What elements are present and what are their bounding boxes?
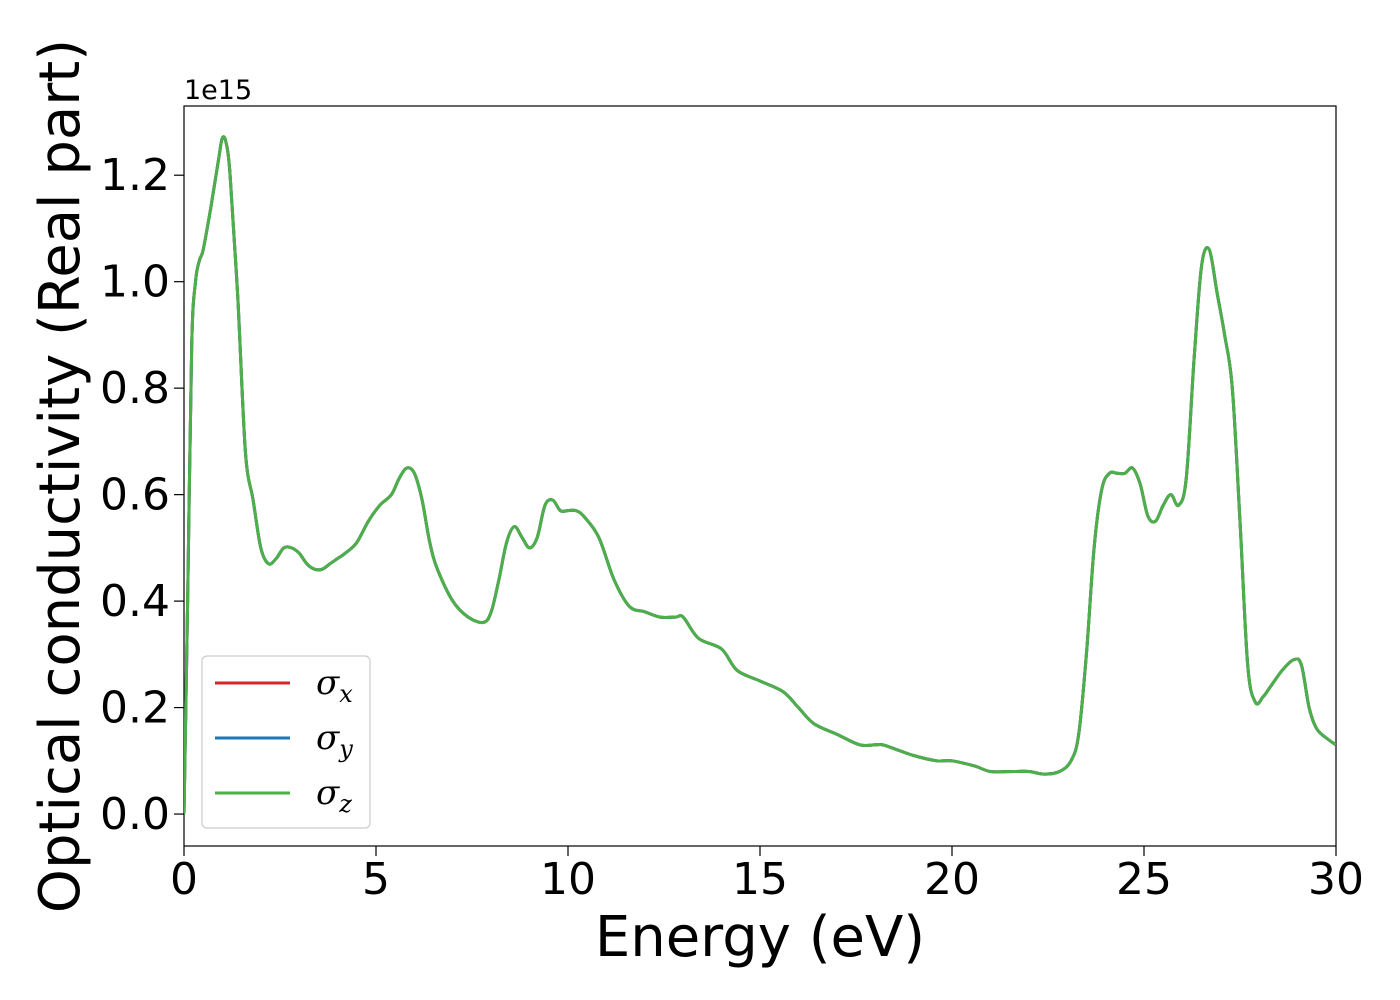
legend-symbol: σ xyxy=(316,718,340,758)
y-tick-label: 0.6 xyxy=(100,470,170,521)
y-tick-label: 0.8 xyxy=(100,363,170,414)
x-tick-label: 10 xyxy=(540,854,596,905)
x-tick-label: 25 xyxy=(1116,854,1172,905)
legend-symbol: σ xyxy=(316,663,340,703)
y-tick-label: 0.0 xyxy=(100,789,170,840)
legend-subscript: y xyxy=(338,735,353,763)
series-line-z xyxy=(184,135,1336,815)
y-tick-label: 0.2 xyxy=(100,683,170,734)
x-axis-title: Energy (eV) xyxy=(595,905,925,970)
x-tick-label: 15 xyxy=(732,854,788,905)
y-tick-label: 0.4 xyxy=(100,576,170,627)
y-axis-title: Optical conductivity (Real part) xyxy=(28,39,93,913)
legend-subscript: x xyxy=(339,680,353,708)
legend-symbol: σ xyxy=(316,773,340,813)
x-tick-label: 0 xyxy=(170,854,198,905)
legend-frame xyxy=(201,655,371,829)
series-layer xyxy=(184,135,1336,815)
x-tick-label: 30 xyxy=(1308,854,1364,905)
x-tick-label: 20 xyxy=(924,854,980,905)
legend-label-z: σz xyxy=(316,773,352,818)
y-axis-ticks: 0.0 0.2 0.4 0.6 0.8 1.0 1.2 xyxy=(100,150,184,840)
legend-subscript: z xyxy=(338,790,352,818)
y-offset-label: 1e15 xyxy=(184,75,252,106)
y-tick-label: 1.2 xyxy=(100,150,170,201)
y-tick-label: 1.0 xyxy=(100,257,170,308)
legend-label-x: σx xyxy=(316,663,353,708)
legend-label-y: σy xyxy=(316,718,353,763)
x-axis-ticks: 0 5 10 15 20 25 30 xyxy=(170,846,1364,905)
x-tick-label: 5 xyxy=(362,854,390,905)
